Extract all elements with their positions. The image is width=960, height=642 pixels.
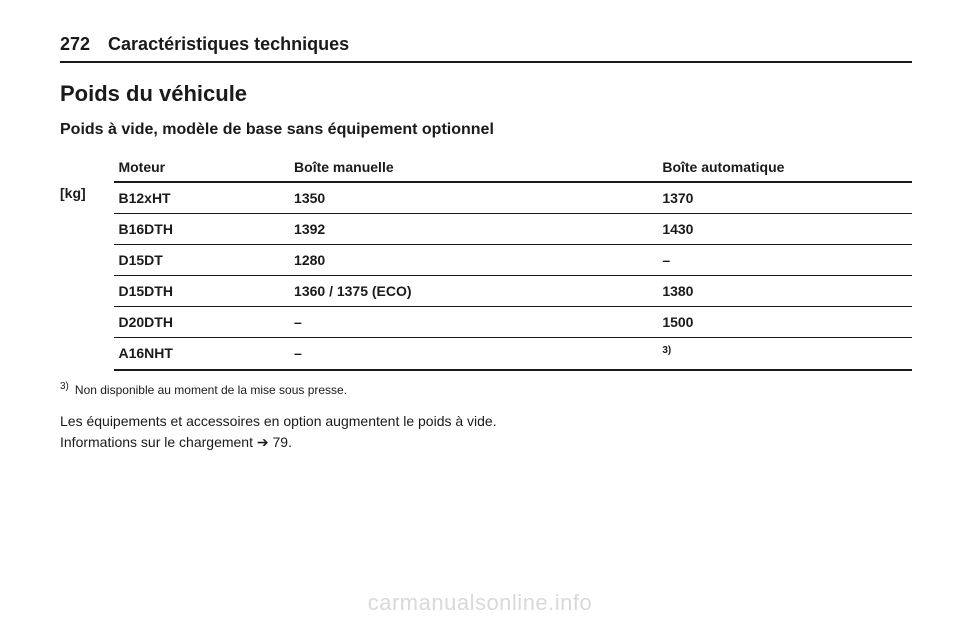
- table-row: D15DT 1280 –: [114, 245, 912, 276]
- cell-manual: –: [290, 338, 658, 370]
- cell-auto: 3): [658, 338, 912, 370]
- table-row: A16NHT – 3): [114, 338, 912, 370]
- footnote: 3) Non disponible au moment de la mise so…: [60, 381, 912, 397]
- cell-motor: B12xHT: [114, 182, 290, 214]
- footnote-text: Non disponible au moment de la mise sous…: [75, 383, 347, 397]
- cell-manual: 1280: [290, 245, 658, 276]
- footnote-marker: 3): [60, 381, 69, 392]
- cell-auto: 1380: [658, 276, 912, 307]
- cell-auto: 1430: [658, 214, 912, 245]
- table-row: D20DTH – 1500: [114, 307, 912, 338]
- col-header-auto: Boîte automatique: [658, 153, 912, 182]
- weight-table-wrap: [kg] Moteur Boîte manuelle Boîte automat…: [60, 153, 912, 371]
- body-line-2: Informations sur le chargement ➔ 79.: [60, 432, 912, 453]
- col-header-motor: Moteur: [114, 153, 290, 182]
- subsection-heading: Poids à vide, modèle de base sans équipe…: [60, 121, 912, 139]
- manual-page: 272 Caractéristiques techniques Poids du…: [0, 0, 960, 642]
- body-line-1: Les équipements et accessoires en option…: [60, 411, 912, 432]
- cell-motor: D20DTH: [114, 307, 290, 338]
- cell-manual: 1392: [290, 214, 658, 245]
- section-heading: Poids du véhicule: [60, 81, 912, 107]
- col-header-manual: Boîte manuelle: [290, 153, 658, 182]
- table-body: B12xHT 1350 1370 B16DTH 1392 1430 D15DT …: [114, 182, 912, 370]
- page-header: 272 Caractéristiques techniques: [60, 34, 912, 63]
- cell-manual: 1360 / 1375 (ECO): [290, 276, 658, 307]
- table-row: B12xHT 1350 1370: [114, 182, 912, 214]
- watermark: carmanualsonline.info: [0, 590, 960, 616]
- table-row: D15DTH 1360 / 1375 (ECO) 1380: [114, 276, 912, 307]
- footnote-ref: 3): [662, 345, 671, 356]
- cell-auto: –: [658, 245, 912, 276]
- cell-motor: B16DTH: [114, 214, 290, 245]
- cell-auto: 1370: [658, 182, 912, 214]
- cell-motor: D15DTH: [114, 276, 290, 307]
- unit-label: [kg]: [60, 153, 114, 371]
- cell-auto: 1500: [658, 307, 912, 338]
- chapter-title: Caractéristiques techniques: [108, 34, 349, 55]
- body-line-2b: 79.: [269, 434, 292, 450]
- cell-manual: 1350: [290, 182, 658, 214]
- body-paragraph: Les équipements et accessoires en option…: [60, 411, 912, 453]
- table-row: B16DTH 1392 1430: [114, 214, 912, 245]
- body-line-2a: Informations sur le chargement: [60, 434, 257, 450]
- cell-manual: –: [290, 307, 658, 338]
- cell-motor: A16NHT: [114, 338, 290, 370]
- weight-table: Moteur Boîte manuelle Boîte automatique …: [114, 153, 912, 371]
- table-header-row: Moteur Boîte manuelle Boîte automatique: [114, 153, 912, 182]
- cell-motor: D15DT: [114, 245, 290, 276]
- page-number: 272: [60, 34, 90, 55]
- cross-ref-icon: ➔: [257, 434, 269, 450]
